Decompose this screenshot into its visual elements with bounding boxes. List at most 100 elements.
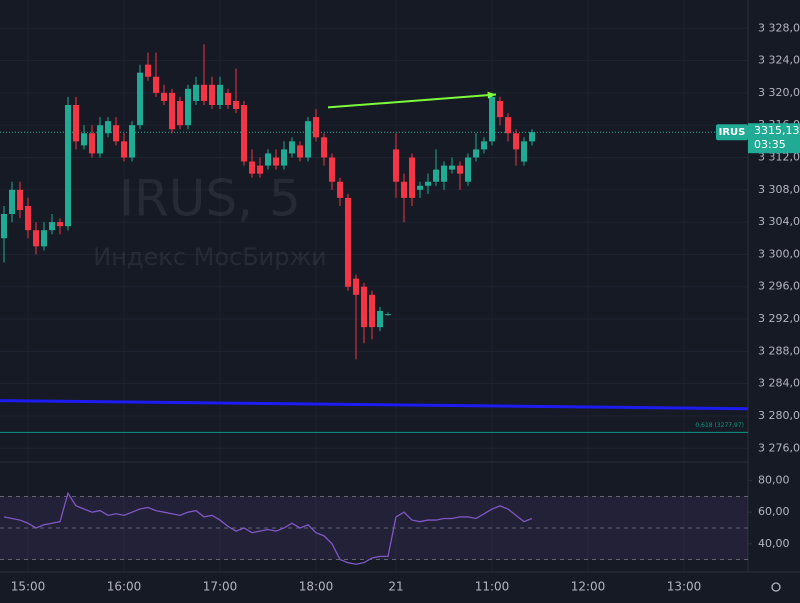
candle <box>33 222 39 255</box>
candle-body <box>409 157 415 198</box>
candle-body <box>297 145 303 158</box>
candle <box>161 84 167 105</box>
candle <box>185 84 191 130</box>
y-tick-label: 3 304,00 <box>758 215 800 228</box>
last-price-box <box>748 123 800 154</box>
candle-body <box>49 222 55 231</box>
candle-body <box>9 189 15 215</box>
candle-body <box>25 205 31 231</box>
candle-body <box>241 105 247 162</box>
candle-body <box>329 157 335 182</box>
y-tick-label: 3 284,00 <box>758 377 800 390</box>
candle <box>353 274 359 360</box>
candle <box>169 88 175 134</box>
y-tick-label: 3 288,00 <box>758 344 800 357</box>
candle <box>361 282 367 344</box>
candle <box>329 153 335 190</box>
candle <box>433 149 439 186</box>
candle <box>281 141 287 170</box>
watermark-title: IRUS, 5 <box>119 170 300 228</box>
candle-body <box>305 121 311 158</box>
candle <box>241 100 247 166</box>
candle <box>497 96 503 126</box>
candle-body <box>73 105 79 142</box>
candle-body <box>113 125 119 142</box>
candle-body <box>97 125 103 154</box>
x-tick-label: 13:00 <box>667 580 702 594</box>
candle-body <box>425 181 431 186</box>
candle <box>305 117 311 162</box>
candle <box>177 96 183 130</box>
candle-body <box>529 132 535 142</box>
candle-body <box>377 310 383 328</box>
candle <box>113 117 119 146</box>
candle-body <box>169 92 175 130</box>
x-tick-label: 17:00 <box>203 580 238 594</box>
candle <box>449 157 455 174</box>
candle <box>145 52 151 81</box>
candle-body <box>441 165 447 182</box>
candle <box>321 133 327 166</box>
candle <box>457 161 463 190</box>
candle-body <box>321 137 327 158</box>
last-price-label: 3315,13 <box>754 124 800 137</box>
candle <box>89 125 95 158</box>
candle-body <box>81 133 87 146</box>
candle-body <box>201 84 207 101</box>
rsi-band-fill <box>0 496 748 560</box>
candle-body <box>129 125 135 158</box>
candle <box>193 76 199 105</box>
candle <box>513 129 519 166</box>
y-tick-label: 3 308,00 <box>758 183 800 196</box>
candle-body <box>273 157 279 166</box>
rsi-line <box>3 491 533 565</box>
candle-body <box>489 96 495 142</box>
candle <box>257 157 263 178</box>
candle <box>393 133 399 198</box>
candle <box>265 149 271 170</box>
candle-body <box>193 84 199 101</box>
candle-body <box>41 230 47 247</box>
fib-level-label: 0,618 (3277,97) <box>695 422 744 429</box>
candle <box>313 109 319 142</box>
candle-body <box>33 230 39 247</box>
y-tick-label: 3 292,00 <box>758 312 800 325</box>
arrow-line <box>327 93 497 109</box>
candle-body <box>401 181 407 198</box>
candle <box>217 76 223 110</box>
y-tick-label: 3 296,00 <box>758 280 800 293</box>
candle <box>289 137 295 158</box>
candle <box>345 193 351 291</box>
candle <box>529 129 535 146</box>
candle-body <box>345 197 351 287</box>
candle <box>505 113 511 142</box>
x-tick-label: 21 <box>388 580 403 594</box>
candle-body <box>281 149 287 166</box>
watermark-subtitle: Индекс МосБиржи <box>93 243 326 271</box>
candle-body <box>233 100 239 110</box>
candle-body <box>393 149 399 182</box>
arrow-head <box>487 91 496 99</box>
candle <box>337 177 343 206</box>
candle-body <box>449 165 455 170</box>
candle <box>441 161 447 190</box>
candle <box>41 222 47 251</box>
candle <box>0 205 7 263</box>
candle-body <box>433 169 439 182</box>
candle-body <box>457 165 463 174</box>
candle-body <box>361 286 367 328</box>
settings-icon[interactable] <box>771 582 781 592</box>
candle-body <box>225 92 231 105</box>
candle-body <box>473 149 479 158</box>
x-tick-label: 16:00 <box>107 580 142 594</box>
candle <box>121 133 127 162</box>
candle-body <box>185 88 191 126</box>
candle <box>201 44 207 105</box>
candle <box>465 153 471 186</box>
candle <box>25 197 31 239</box>
candle-body <box>121 141 127 158</box>
y-tick-label: 3 276,00 <box>758 441 800 454</box>
candle-body <box>481 141 487 150</box>
y-tick-label: 3 280,00 <box>758 409 800 422</box>
candle-body <box>337 181 343 198</box>
